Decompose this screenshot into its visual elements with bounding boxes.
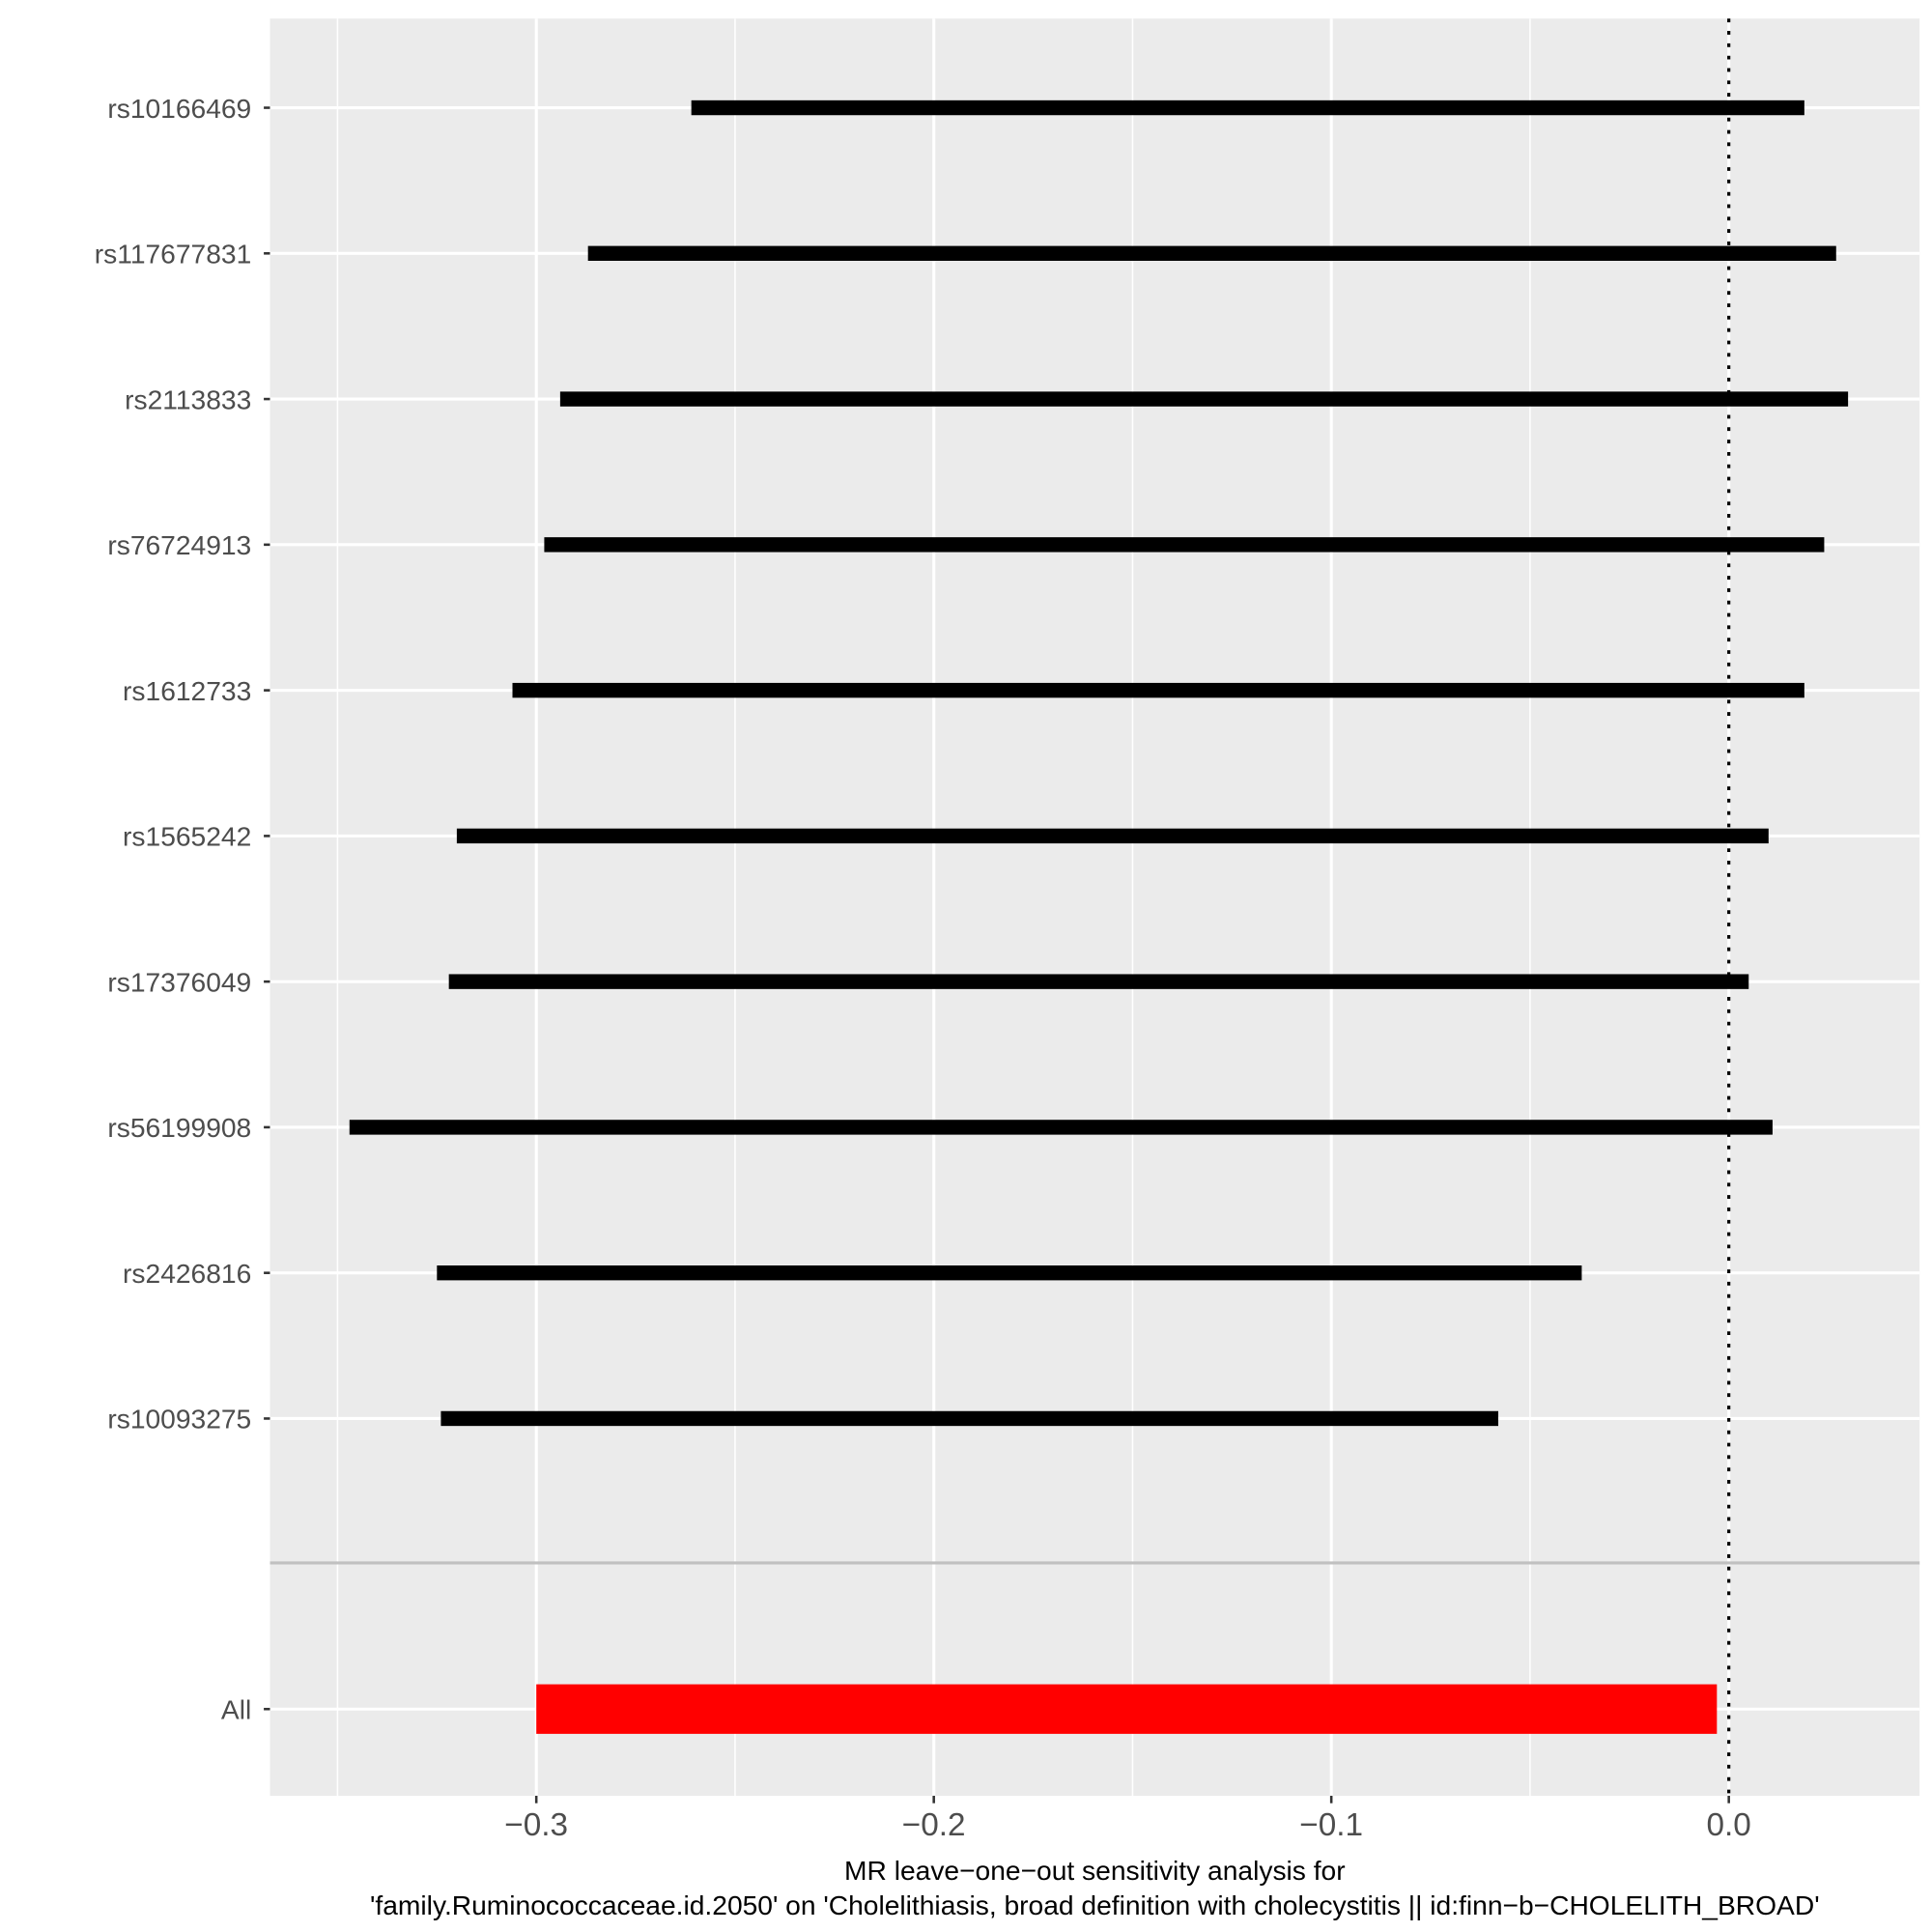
x-axis-ticks: −0.3 −0.2 −0.1 0.0 (504, 1795, 1751, 1843)
y-axis-labels: rs10166469 rs117677831 rs2113833 rs76724913… (95, 93, 270, 1724)
point-estimate-rs1612733 (1152, 686, 1160, 695)
plot-panel (270, 18, 1920, 1796)
ci-bar-all (536, 1684, 1718, 1734)
y-label: rs1612733 (123, 675, 251, 706)
ci-bar-rs56199908 (349, 1120, 1773, 1135)
point-estimate-rs2113833 (1200, 395, 1208, 403)
ci-bar-rs10093275 (440, 1410, 1498, 1427)
y-label: rs2113833 (125, 384, 251, 414)
y-label: rs2426816 (123, 1258, 251, 1289)
x-tick-label: 0.0 (1706, 1807, 1750, 1843)
marks (349, 18, 1849, 1796)
point-estimate-rs17376049 (1093, 978, 1101, 985)
y-label: rs10093275 (107, 1404, 251, 1435)
y-label-all: All (221, 1693, 251, 1724)
x-tick-label: −0.2 (902, 1807, 966, 1843)
y-label: rs17376049 (107, 966, 251, 997)
point-estimate-rs2426816 (1006, 1268, 1013, 1277)
y-label: rs10166469 (107, 93, 251, 124)
point-estimate-rs10166469 (1243, 103, 1252, 112)
x-tick-label: −0.1 (1299, 1807, 1363, 1843)
x-tick-label: −0.3 (504, 1807, 568, 1843)
point-estimate-rs117677831 (1208, 249, 1216, 258)
y-label: rs117677831 (95, 239, 251, 270)
y-label: rs76724913 (107, 529, 251, 560)
y-label: rs1565242 (123, 821, 251, 852)
y-label: rs56199908 (107, 1112, 251, 1143)
point-estimate-rs1565242 (1109, 832, 1117, 840)
point-estimate-rs76724913 (1180, 541, 1188, 549)
point-estimate-rs56199908 (1053, 1123, 1062, 1131)
x-axis-title-line-2: 'family.Ruminococcaceae.id.2050' on 'Cho… (370, 1889, 1820, 1920)
x-axis-title-line-1: MR leave−one−out sensitivity analysis fo… (844, 1855, 1346, 1886)
point-estimate-rs10093275 (961, 1414, 970, 1423)
